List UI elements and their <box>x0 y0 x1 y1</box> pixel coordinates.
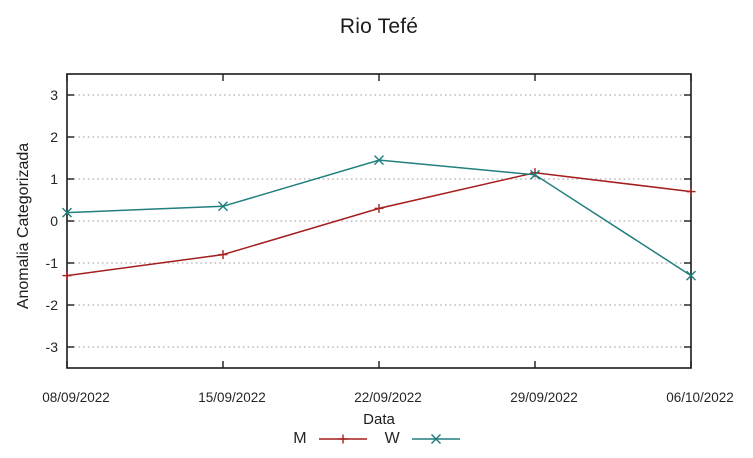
series-line <box>66 171 692 277</box>
x-tick-label: 15/09/2022 <box>198 390 266 405</box>
marker-cross <box>530 169 540 180</box>
legend-line-sample <box>318 434 367 444</box>
legend-line-sample <box>411 434 460 444</box>
y-tick-label: -3 <box>45 339 58 355</box>
marker-cross <box>218 201 228 212</box>
legend-entry-M: M <box>293 430 367 448</box>
legend-label: W <box>384 430 400 447</box>
marker-cross <box>62 207 72 218</box>
series-W <box>62 155 696 281</box>
series-M <box>62 168 696 281</box>
legend-entry-W: W <box>385 430 460 448</box>
y-tick-label: 1 <box>50 171 58 187</box>
series-line <box>66 159 692 277</box>
marker-cross <box>430 434 441 444</box>
y-tick-label: -2 <box>45 297 58 313</box>
plot-border <box>66 73 692 369</box>
y-tick-label: 0 <box>50 213 58 229</box>
legend-label: M <box>293 430 307 447</box>
x-tick-label: 06/10/2022 <box>666 390 734 405</box>
x-tick-label: 08/09/2022 <box>42 390 110 405</box>
y-tick-label: 2 <box>50 129 58 145</box>
x-tick-label: 29/09/2022 <box>510 390 578 405</box>
x-axis-label: Data <box>363 411 395 428</box>
y-tick-label: -1 <box>45 255 58 271</box>
marker-cross <box>374 155 384 166</box>
chart-title: Rio Tefé <box>339 15 419 38</box>
x-tick-label: 22/09/2022 <box>354 390 422 405</box>
marker-cross <box>686 270 696 281</box>
y-tick-label: 3 <box>50 87 58 103</box>
